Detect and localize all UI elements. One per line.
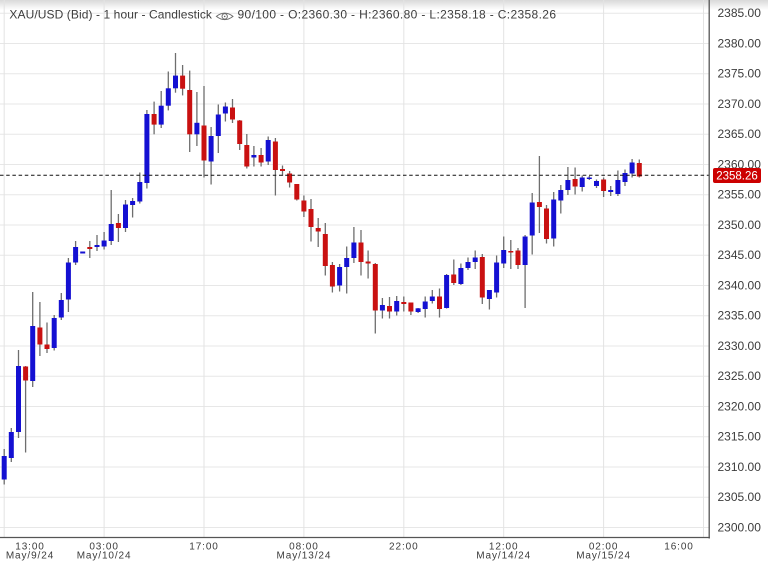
svg-text:May/9/24: May/9/24 — [6, 551, 54, 562]
svg-text:2365.00: 2365.00 — [718, 127, 762, 141]
svg-text:2385.00: 2385.00 — [718, 6, 762, 20]
svg-text:2325.00: 2325.00 — [718, 369, 762, 383]
svg-text:2375.00: 2375.00 — [718, 67, 762, 81]
svg-text:2310.00: 2310.00 — [718, 460, 762, 474]
svg-text:16:00: 16:00 — [664, 542, 694, 553]
svg-text:2355.00: 2355.00 — [718, 188, 762, 202]
svg-text:17:00: 17:00 — [189, 542, 219, 553]
svg-text:13:00: 13:00 — [15, 542, 45, 553]
svg-text:2300.00: 2300.00 — [718, 520, 762, 534]
svg-text:XAU/USD (Bid) - 1 hour - Candl: XAU/USD (Bid) - 1 hour - Candlestick — [9, 8, 213, 22]
svg-text:2315.00: 2315.00 — [718, 430, 762, 444]
svg-text:2358.26: 2358.26 — [716, 171, 758, 183]
svg-text:2345.00: 2345.00 — [718, 248, 762, 262]
svg-text:02:00: 02:00 — [589, 542, 619, 553]
svg-text:2350.00: 2350.00 — [718, 218, 762, 232]
svg-text:90/100 - O:2360.30 - H:2360.80: 90/100 - O:2360.30 - H:2360.80 - L:2358.… — [238, 8, 557, 22]
svg-text:22:00: 22:00 — [389, 542, 419, 553]
svg-text:2335.00: 2335.00 — [718, 309, 762, 323]
svg-text:2320.00: 2320.00 — [718, 399, 762, 413]
svg-text:03:00: 03:00 — [89, 542, 119, 553]
svg-text:2330.00: 2330.00 — [718, 339, 762, 353]
svg-text:May/15/24: May/15/24 — [576, 551, 631, 562]
svg-text:08:00: 08:00 — [289, 542, 319, 553]
svg-text:May/13/24: May/13/24 — [277, 551, 332, 562]
svg-text:2380.00: 2380.00 — [718, 36, 762, 50]
svg-text:12:00: 12:00 — [489, 542, 519, 553]
svg-text:2340.00: 2340.00 — [718, 278, 762, 292]
svg-text:May/14/24: May/14/24 — [476, 551, 531, 562]
svg-text:2305.00: 2305.00 — [718, 490, 762, 504]
svg-text:2370.00: 2370.00 — [718, 97, 762, 111]
svg-text:May/10/24: May/10/24 — [77, 551, 132, 562]
svg-text:2360.00: 2360.00 — [718, 157, 762, 171]
